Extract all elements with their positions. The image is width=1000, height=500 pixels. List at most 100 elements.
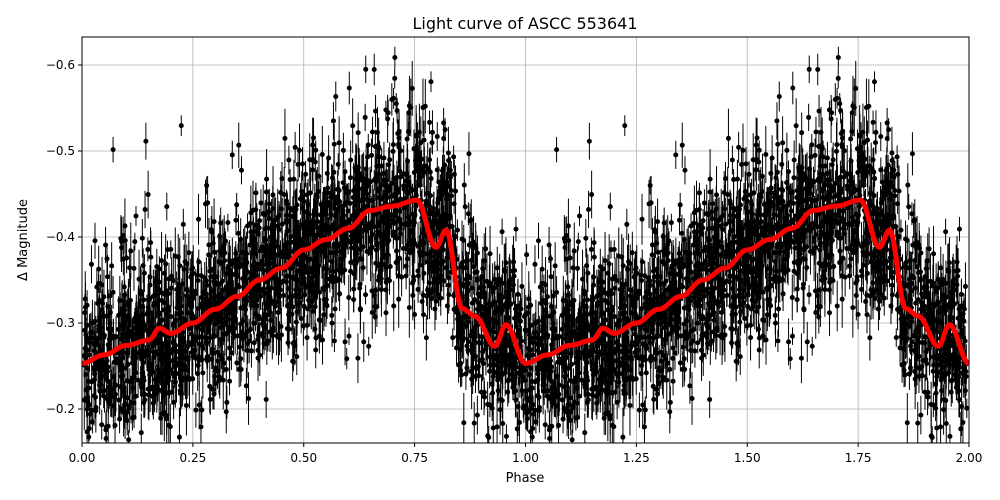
data-point (827, 310, 833, 316)
data-point (642, 407, 648, 413)
data-point (235, 230, 241, 236)
data-point (775, 338, 781, 344)
data-point (141, 270, 147, 276)
data-point (460, 282, 466, 288)
data-point (131, 265, 137, 271)
data-point (462, 314, 468, 320)
data-point (434, 134, 440, 140)
data-point (233, 264, 239, 270)
data-point (420, 292, 426, 298)
data-point (199, 407, 205, 413)
data-point (889, 150, 895, 156)
data-point (511, 315, 517, 321)
data-point (790, 217, 796, 223)
data-point (959, 404, 965, 410)
data-point (841, 174, 847, 180)
data-point (776, 93, 782, 99)
data-point (731, 177, 737, 183)
data-point (154, 264, 160, 270)
data-point (834, 142, 840, 148)
data-point (487, 402, 493, 408)
data-point (118, 384, 124, 390)
data-point (881, 184, 887, 190)
data-point (859, 286, 865, 292)
data-point (815, 66, 821, 72)
data-point (443, 265, 449, 271)
data-point (620, 434, 626, 440)
data-point (692, 348, 698, 354)
data-point (304, 335, 310, 341)
data-point (368, 179, 374, 185)
data-point (145, 246, 151, 252)
data-point (451, 154, 457, 160)
data-point (319, 152, 325, 158)
data-point (204, 183, 210, 189)
data-point (875, 306, 881, 312)
data-point (535, 318, 541, 324)
data-point (894, 154, 900, 160)
data-point (647, 183, 653, 189)
data-point (331, 338, 337, 344)
data-point (912, 217, 918, 223)
data-point (279, 221, 285, 227)
data-point (497, 407, 503, 413)
data-point (562, 374, 568, 380)
data-point (829, 162, 835, 168)
data-point (788, 190, 794, 196)
data-point (346, 85, 352, 91)
data-point (878, 134, 884, 140)
data-point (116, 397, 122, 403)
data-point (846, 222, 852, 228)
data-point (453, 188, 459, 194)
data-point (864, 292, 870, 298)
data-point (360, 244, 366, 250)
data-point (133, 213, 139, 219)
data-point (89, 407, 95, 413)
data-point (586, 138, 592, 144)
data-point (383, 310, 389, 316)
data-point (667, 366, 673, 372)
data-point (363, 66, 369, 72)
data-point (357, 285, 363, 291)
data-point (897, 345, 903, 351)
data-point (406, 305, 412, 311)
data-point (835, 54, 841, 60)
data-point (670, 345, 676, 351)
data-point (865, 169, 871, 175)
data-point (279, 176, 285, 182)
data-point (679, 230, 685, 236)
data-point (415, 286, 421, 292)
data-point (532, 407, 538, 413)
data-point (784, 147, 790, 153)
data-point (432, 306, 438, 312)
data-point (159, 258, 165, 264)
data-point (163, 261, 169, 267)
data-point (859, 273, 865, 279)
data-point (792, 245, 798, 251)
data-point (734, 176, 740, 182)
data-point (329, 320, 335, 326)
data-point (530, 425, 536, 431)
data-point (832, 193, 838, 199)
data-point (812, 152, 818, 158)
data-point (545, 388, 551, 394)
data-point (515, 404, 521, 410)
data-point (938, 424, 944, 430)
data-point (342, 339, 348, 345)
data-point (118, 374, 124, 380)
data-point (627, 261, 633, 267)
data-point (679, 142, 685, 148)
data-point (790, 85, 796, 91)
data-point (148, 240, 154, 246)
data-point (207, 396, 213, 402)
data-point (725, 192, 731, 198)
data-point (225, 220, 231, 226)
data-point (285, 340, 291, 346)
data-point (909, 151, 915, 157)
data-point (178, 123, 184, 129)
data-point (689, 396, 695, 402)
data-point (849, 110, 855, 116)
data-point (346, 295, 352, 301)
data-point (347, 217, 353, 223)
data-point (345, 190, 351, 196)
